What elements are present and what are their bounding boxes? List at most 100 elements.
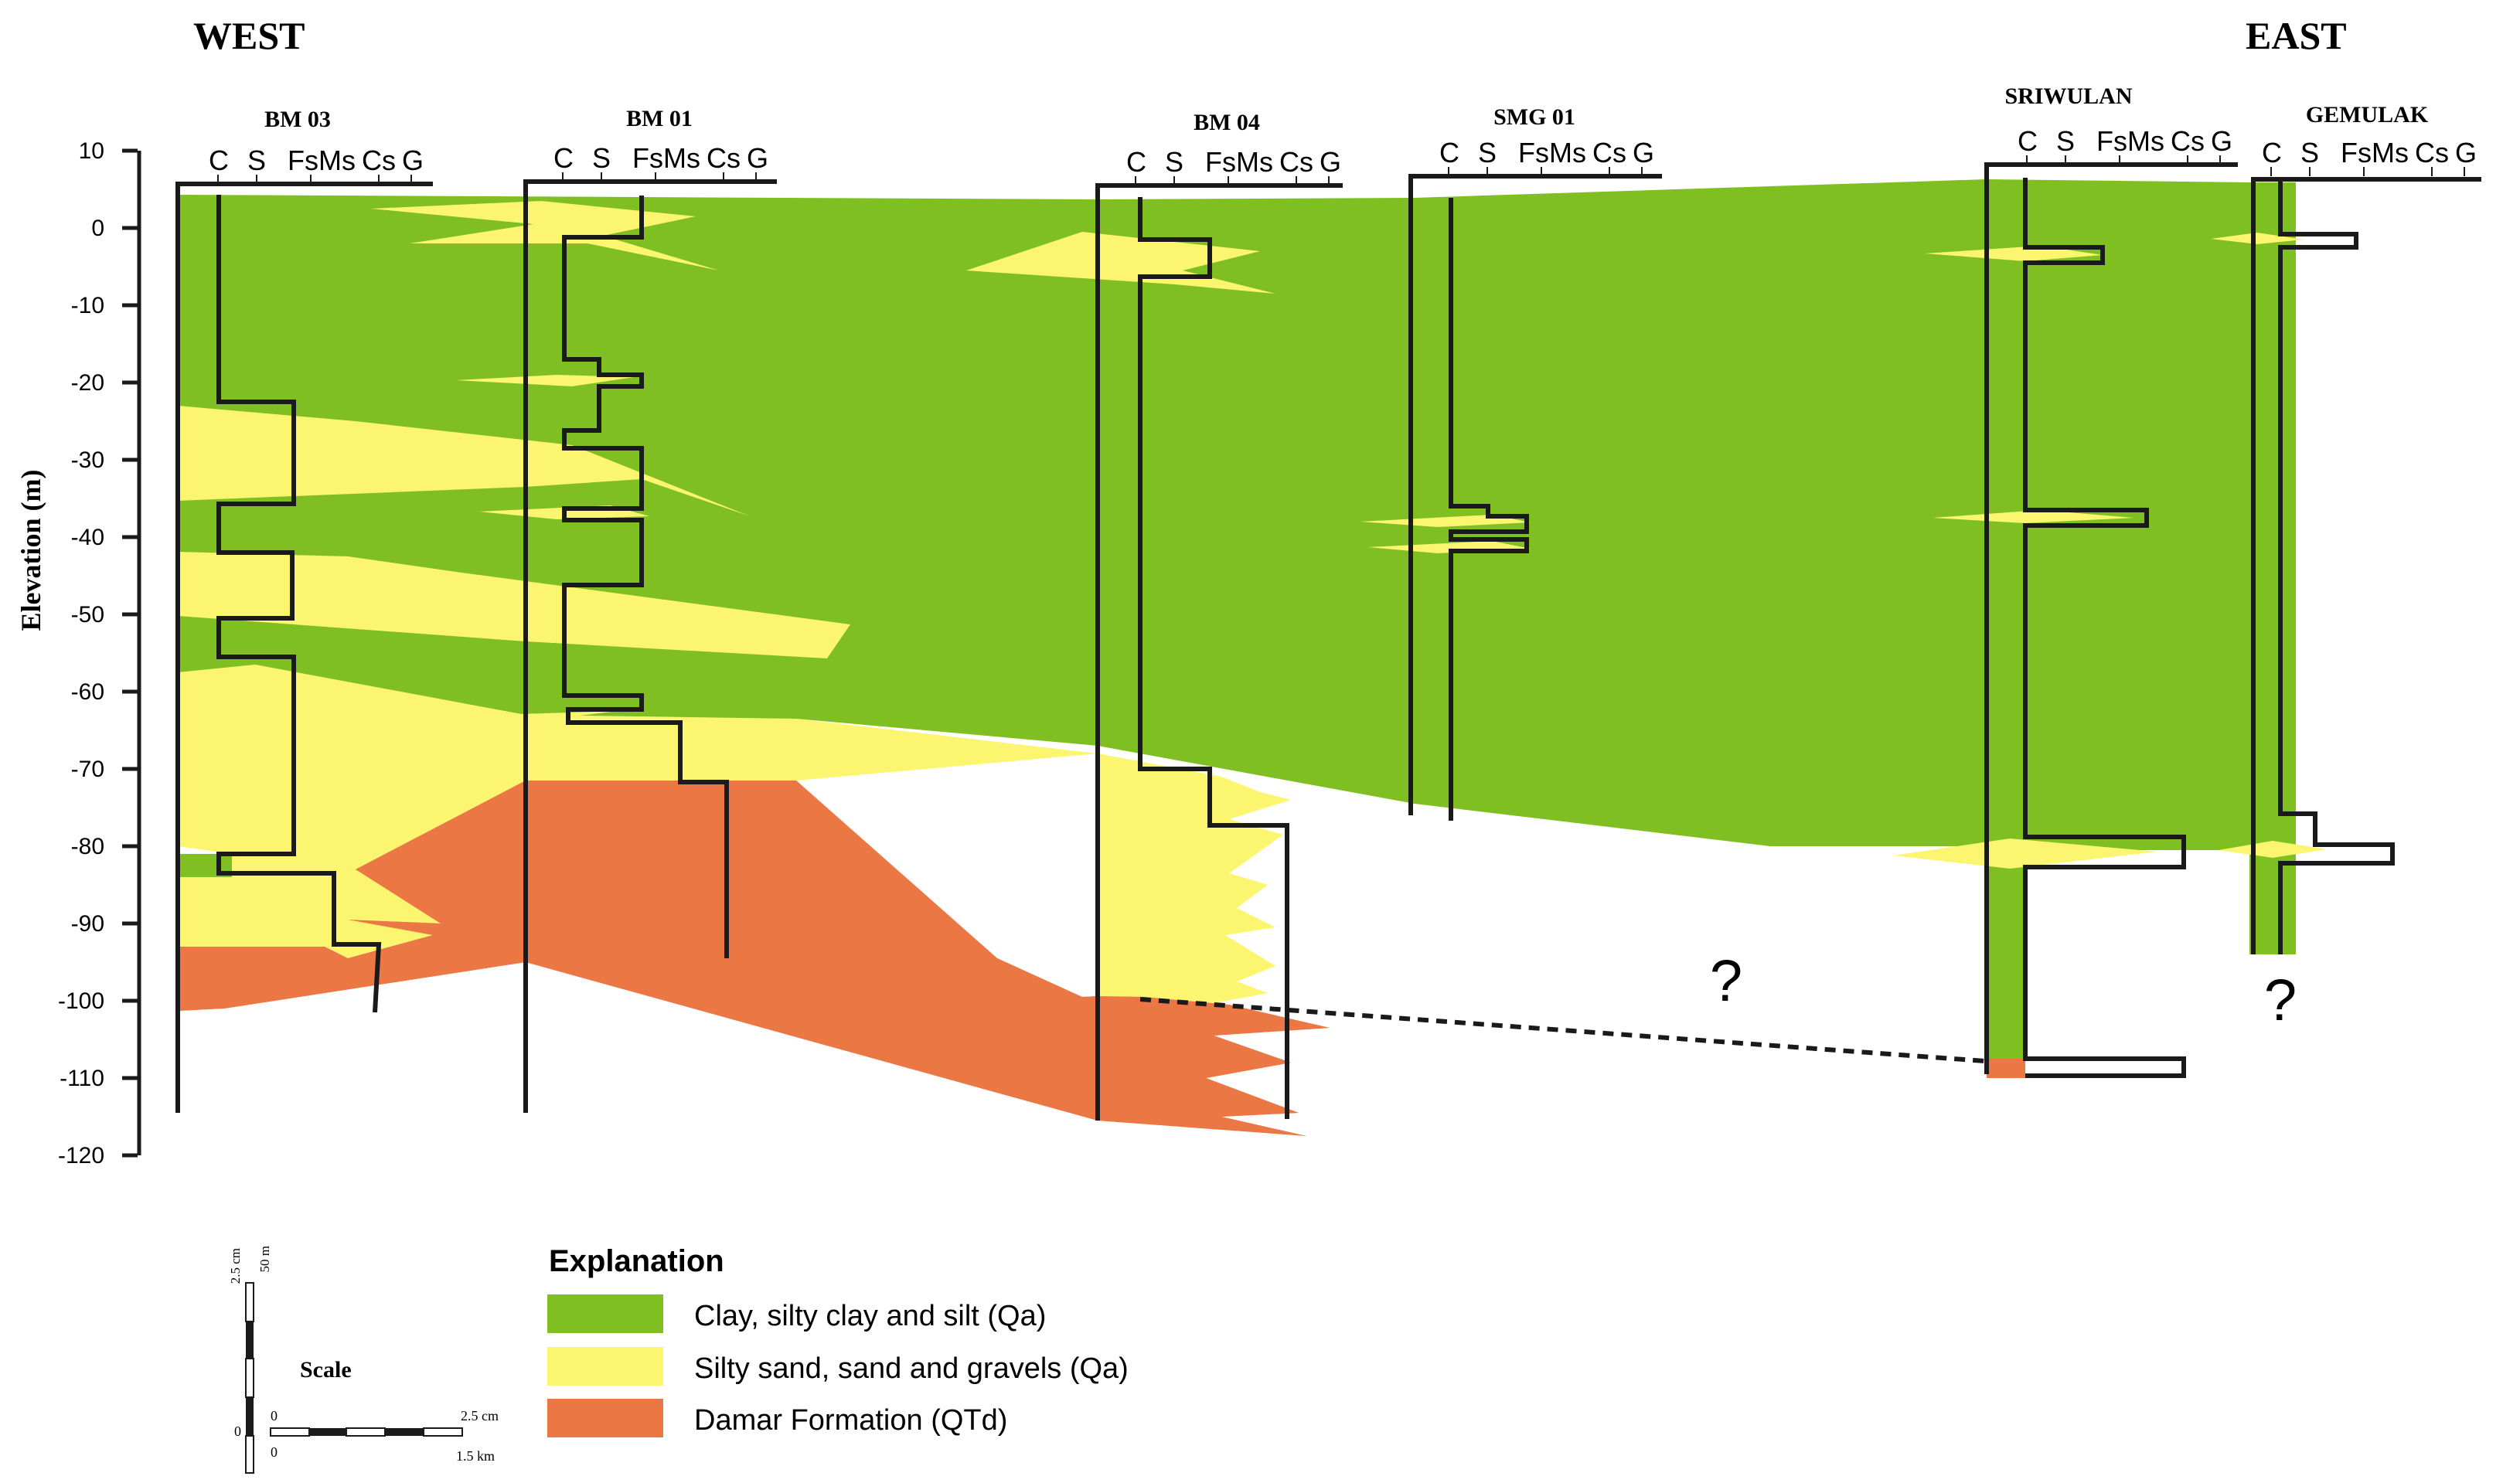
grain-scale-label: G (747, 142, 768, 174)
axis-tick-label: -120 (58, 1143, 104, 1168)
horizontal-scale-segment-4 (385, 1428, 424, 1436)
vertical-scale-segment-1 (245, 1282, 254, 1322)
axis-tick-label: -100 (58, 988, 104, 1014)
gemulak-log (2278, 179, 2395, 954)
axis-tick-label: -50 (71, 602, 104, 628)
grain-scale-label: FsMs (632, 142, 700, 174)
gemulak-casing (2251, 177, 2481, 954)
horizontal-scale-segment-5 (423, 1427, 463, 1437)
axis-tick-label: -10 (71, 293, 104, 318)
sand-overlay-11 (1933, 510, 2133, 523)
sriwulan-casing (1984, 162, 2238, 1074)
bm03-casing (175, 182, 433, 1113)
grain-scale-label: C (1439, 137, 1459, 168)
elevation-axis: 10 0 -10 -20 -30 -40 -50 -60 -70 -80 -90 -100 -110 -1… (15, 138, 141, 1168)
grain-scale-label: FsMs (288, 145, 356, 176)
horizontal-scale-segment-1 (270, 1427, 310, 1437)
sand-overlay-12 (1894, 838, 2157, 869)
axis-tick-label: -30 (71, 447, 104, 473)
sand-overlay-14 (2219, 841, 2327, 858)
sand-overlay-1 (178, 406, 750, 516)
grain-scale-bm03: C S FsMs Cs G (209, 145, 424, 184)
grain-scale-label: G (1633, 137, 1654, 168)
legend: Explanation Clay, silty clay and silt (Q… (547, 1244, 1129, 1437)
horizontal-scale-segment-2 (309, 1428, 346, 1436)
axis-tick-label: -80 (71, 834, 104, 859)
unknown-mark-smg01: ? (1710, 948, 1742, 1014)
elevation-axis-label: Elevation (m) (15, 470, 46, 631)
grain-scale-label: C (1126, 146, 1146, 178)
well-name-gemulak: GEMULAK (2306, 102, 2429, 128)
horizontal-scale-km: 1.5 km (456, 1448, 495, 1464)
grain-scale-label: S (247, 145, 266, 176)
vertical-scale-cm: 2.5 cm (228, 1248, 243, 1284)
axis-tick-label: -110 (60, 1066, 104, 1091)
sand-overlay-5 (456, 375, 634, 386)
sand-overlay-13 (2211, 233, 2304, 244)
vertical-scale-segment-2 (246, 1321, 254, 1359)
sand-overlay-3 (371, 201, 719, 270)
grain-scale-label: C (553, 142, 574, 174)
bm01-casing (523, 179, 777, 1113)
axis-ticks: 10 0 -10 -20 -30 -40 -50 -60 -70 -80 -90 -100 -110 -1… (58, 138, 138, 1168)
legend-label-clay: Clay, silty clay and silt (Qa) (694, 1300, 1046, 1332)
bm04-log (1138, 197, 1289, 1119)
vertical-scale-segment-4 (246, 1397, 254, 1436)
grain-scale-label: Cs (1592, 137, 1626, 168)
correlation-dashed-line (1139, 997, 1986, 1063)
grain-scale-label: Cs (2171, 125, 2205, 157)
vertical-scale-segment-5 (245, 1435, 254, 1474)
axis-tick-label: -20 (71, 370, 104, 396)
clay-main-body (178, 179, 1987, 846)
horizontal-scale-segment-3 (346, 1427, 386, 1437)
grain-scale-label: G (2211, 125, 2232, 157)
horizontal-scale-zero-bottom: 0 (271, 1444, 278, 1460)
scale-title: Scale (300, 1357, 352, 1383)
grain-scale-label: Cs (2415, 137, 2449, 168)
grain-scale-label: G (1320, 146, 1341, 178)
horizontal-scale-zero-top: 0 (271, 1408, 278, 1423)
axis-tick-label: 0 (91, 216, 104, 241)
grain-scale-label: Cs (362, 145, 396, 176)
well-name-bm04: BM 04 (1194, 110, 1260, 135)
smg01-casing (1408, 174, 1662, 815)
grain-scale-bm04: C S FsMs Cs G (1126, 146, 1341, 185)
grain-scale-label: C (209, 145, 229, 176)
legend-title: Explanation (549, 1244, 724, 1278)
axis-tick-label: 10 (79, 138, 104, 164)
grain-scale-label: FsMs (2341, 137, 2409, 168)
legend-label-sand: Silty sand, sand and gravels (Qa) (694, 1352, 1129, 1385)
west-label: WEST (193, 14, 305, 57)
east-label: EAST (2246, 14, 2347, 57)
grain-scale-label: C (2262, 137, 2282, 168)
well-name-bm01: BM 01 (626, 106, 693, 131)
grain-scale-label: S (2056, 125, 2075, 157)
vertical-scale-m: 50 m (257, 1246, 272, 1272)
well-name-bm03: BM 03 (264, 107, 331, 132)
well-name-sriwulan: SRIWULAN (2004, 83, 2132, 109)
sand-overlay-2 (178, 552, 850, 658)
legend-swatch-damar (547, 1399, 663, 1437)
unknown-mark-gemulak: ? (2264, 968, 2297, 1033)
bm04-casing (1095, 183, 1343, 1121)
sand-lower-west (178, 665, 1291, 1005)
grain-scale-label: S (592, 142, 611, 174)
axis-tick-label: -40 (71, 525, 104, 550)
damar-overlay-2 (1098, 996, 1330, 1136)
well-logs (175, 162, 2481, 1121)
axis-tick-label: -70 (71, 757, 104, 782)
axis-tick-label: -60 (71, 679, 104, 705)
grain-scale-label: Cs (707, 142, 741, 174)
clay-gemulak-column (2249, 182, 2296, 954)
legend-label-damar: Damar Formation (QTd) (694, 1404, 1007, 1437)
well-name-smg01: SMG 01 (1493, 104, 1575, 130)
grain-scale-label: FsMs (2096, 125, 2164, 157)
grain-scale-label: C (2018, 125, 2038, 157)
grain-scale-smg01: C S FsMs Cs G (1439, 137, 1654, 176)
grain-scale-label: FsMs (1518, 137, 1586, 168)
legend-swatch-clay (547, 1294, 663, 1333)
bm01-log (562, 196, 729, 958)
grain-scale-label: S (1165, 146, 1183, 178)
